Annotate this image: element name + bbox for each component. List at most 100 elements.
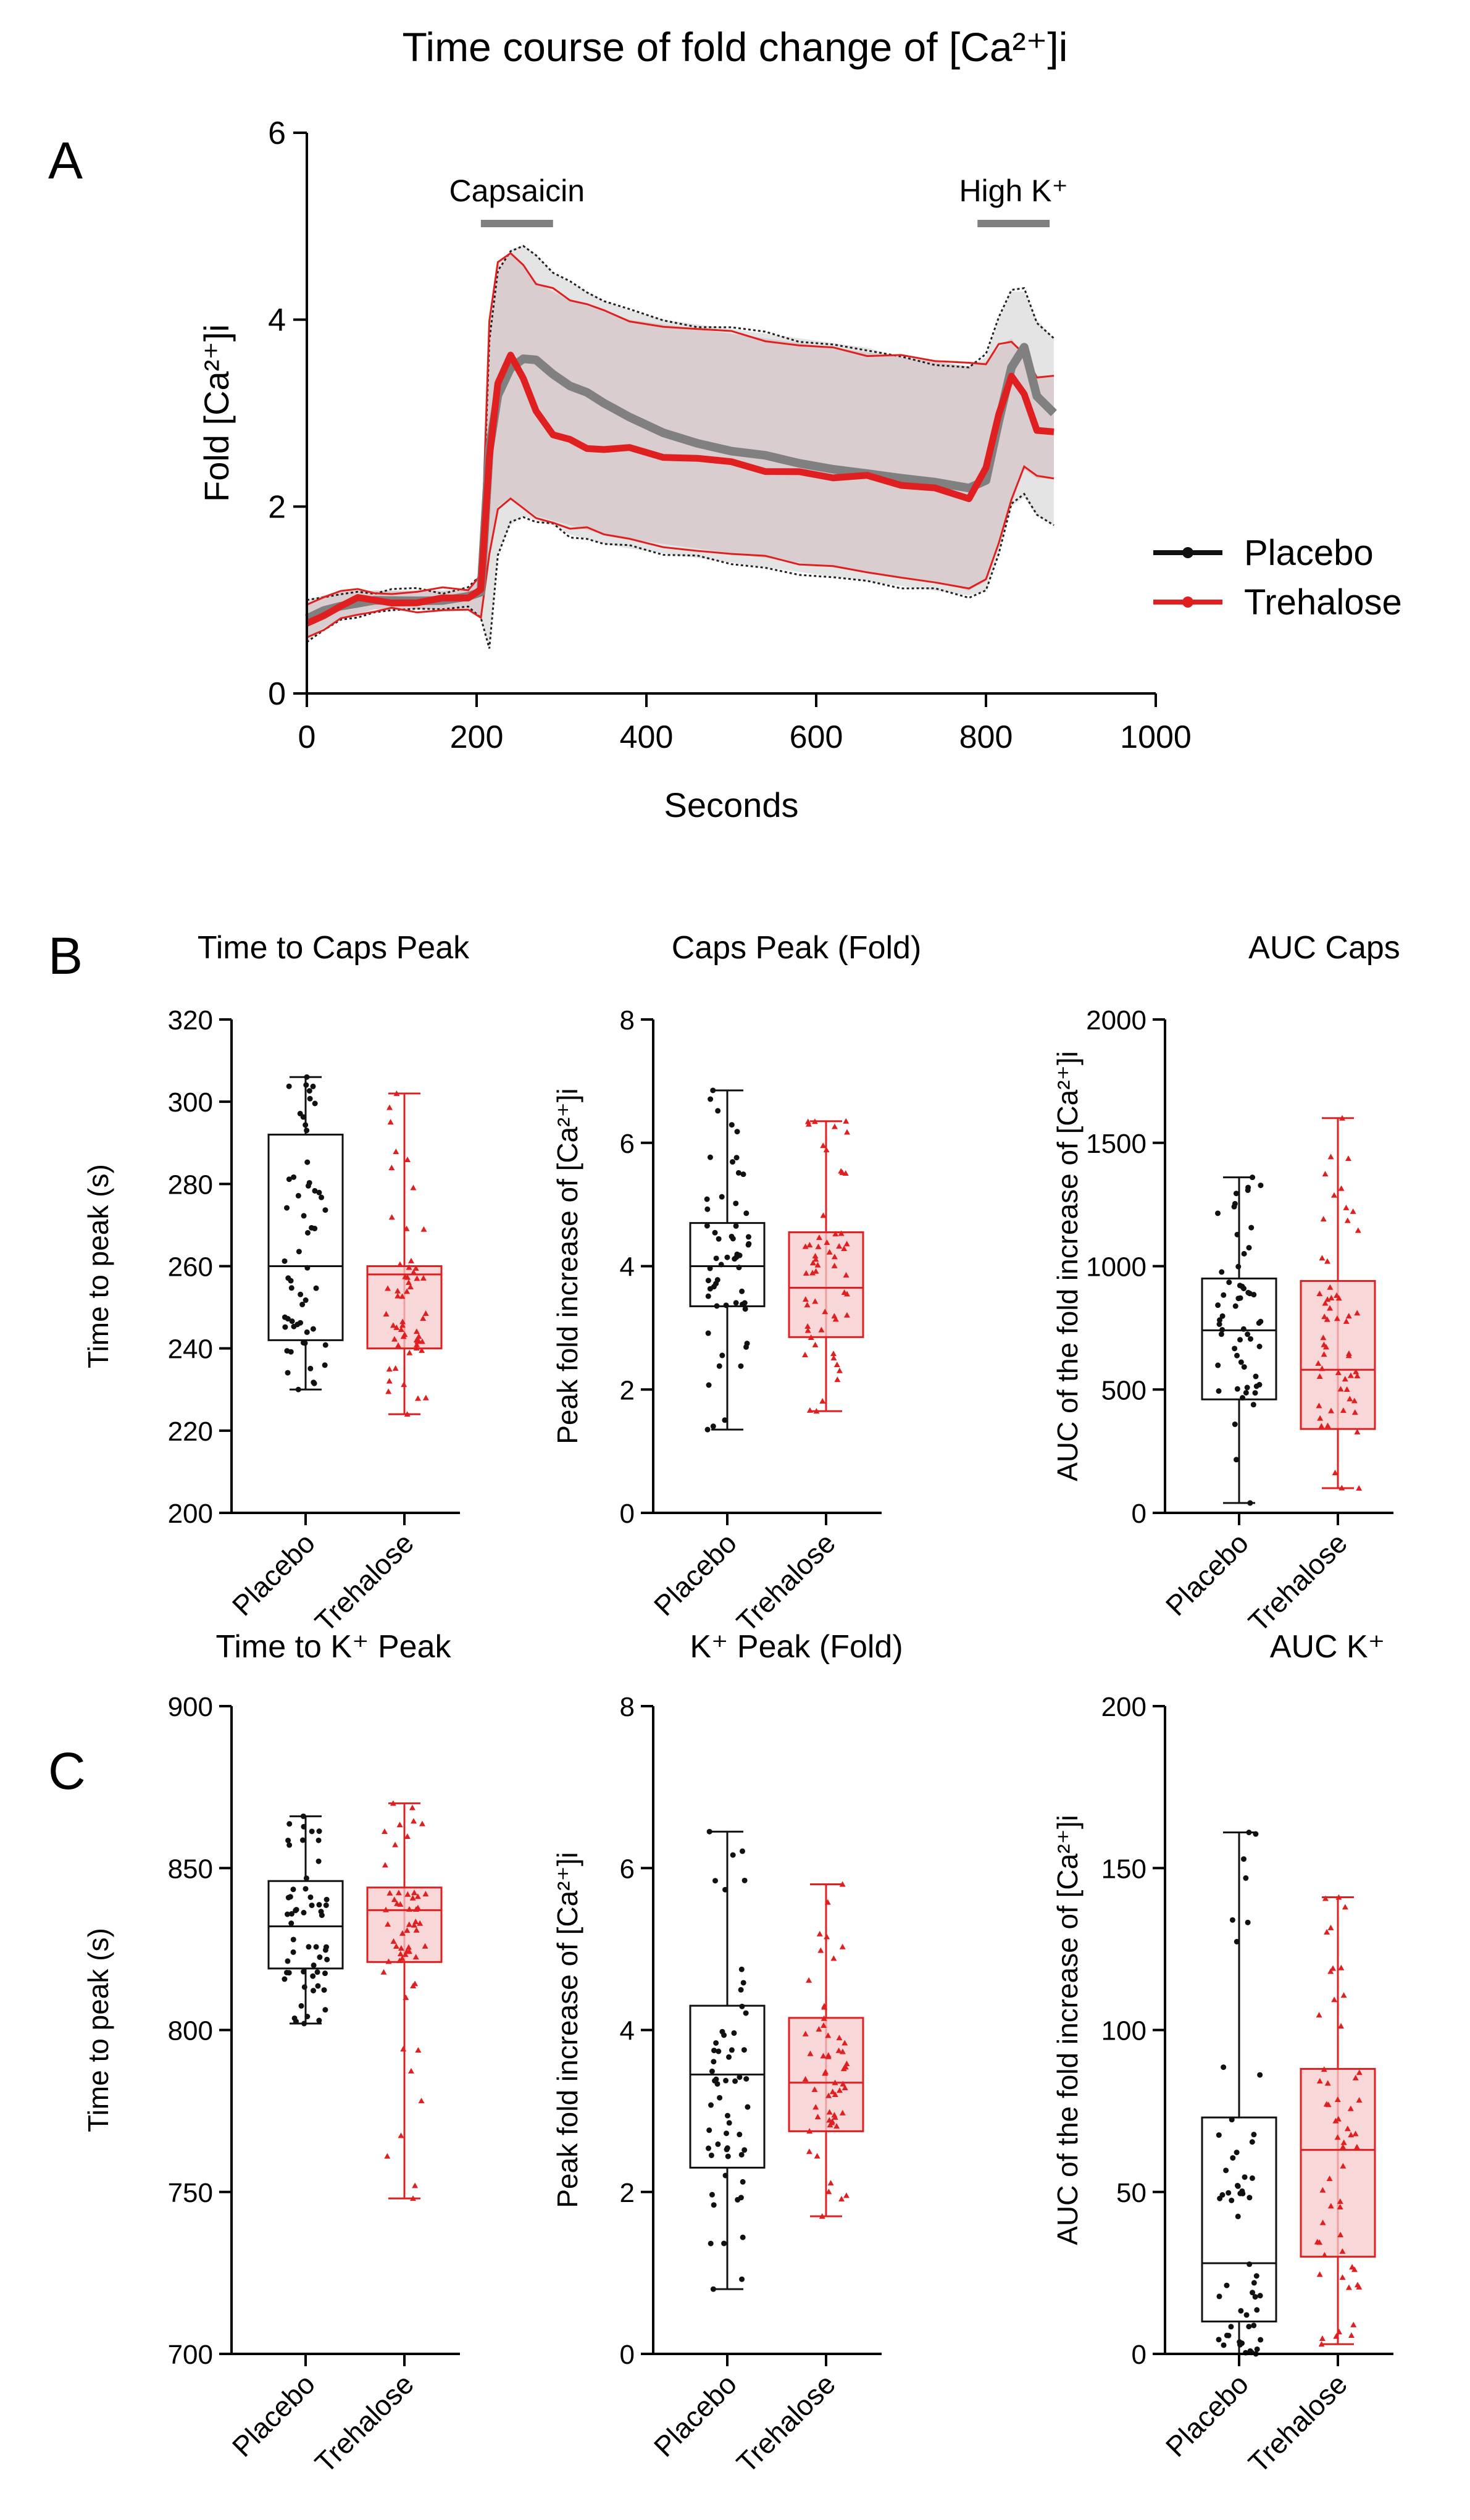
- data-point: [1327, 2203, 1334, 2209]
- placebo-upper-line: [306, 245, 1055, 601]
- data-point: [420, 1315, 427, 1321]
- data-point: [1249, 2175, 1255, 2181]
- data-point: [824, 1239, 830, 1245]
- data-point: [1320, 1334, 1327, 1341]
- data-point: [395, 1287, 401, 1294]
- data-point: [1230, 2155, 1236, 2161]
- data-point: [410, 1818, 417, 1824]
- data-point: [742, 1306, 748, 1312]
- y-tick-label: 6: [620, 1854, 635, 1884]
- data-point: [303, 1122, 309, 1128]
- data-point: [836, 2035, 843, 2041]
- data-point: [1327, 1968, 1334, 1974]
- legend-marker-placebo: [1182, 547, 1193, 558]
- data-point: [1231, 1203, 1237, 1210]
- data-point: [1335, 2116, 1342, 2122]
- data-point: [722, 2172, 729, 2179]
- data-point: [387, 1119, 394, 1125]
- data-point: [834, 1376, 841, 1383]
- data-point: [1226, 1279, 1232, 1286]
- data-point: [304, 1265, 311, 1271]
- data-point: [734, 1129, 740, 1135]
- data-point: [743, 1344, 750, 1350]
- data-point: [812, 2104, 819, 2110]
- box-iqr: [267, 1880, 344, 1970]
- box-trehalose: [366, 1800, 443, 2201]
- data-point: [718, 1262, 724, 1268]
- data-point: [1253, 1831, 1259, 1837]
- data-point: [1240, 1856, 1247, 1862]
- y-tick-label: 200: [168, 1499, 213, 1529]
- data-point: [1324, 1258, 1330, 1264]
- data-point: [838, 1230, 845, 1236]
- data-point: [1339, 1115, 1346, 1121]
- data-point: [805, 1121, 812, 1127]
- box-iqr: [1300, 1279, 1376, 1430]
- data-point: [705, 1330, 711, 1336]
- data-point: [1327, 1153, 1334, 1160]
- data-point: [404, 1891, 411, 1897]
- data-point: [397, 1951, 404, 1957]
- data-point: [1319, 2335, 1326, 2341]
- data-point: [840, 2080, 846, 2087]
- data-point: [730, 1852, 736, 1858]
- data-point: [382, 1862, 388, 1868]
- y-tick-label: 750: [168, 2178, 213, 2208]
- data-point: [282, 1976, 288, 1982]
- data-point: [404, 1411, 411, 1417]
- data-point: [386, 1890, 393, 1896]
- data-point: [406, 1948, 412, 1954]
- data-point: [322, 1362, 328, 1368]
- data-point: [410, 1184, 417, 1191]
- data-point: [1334, 1315, 1340, 1321]
- data-point: [1337, 2198, 1343, 2204]
- data-point: [386, 1104, 393, 1110]
- data-point: [312, 1187, 318, 1194]
- legend-label-placebo: Placebo: [1244, 533, 1374, 573]
- data-point: [1332, 2117, 1339, 2124]
- data-point: [414, 1395, 421, 1401]
- data-point: [1348, 2332, 1355, 2338]
- data-point: [315, 1858, 322, 1864]
- data-point: [1241, 1250, 1247, 1257]
- data-point: [1322, 1171, 1329, 1177]
- box-iqr: [689, 2004, 766, 2169]
- x-tick-label: 0: [298, 719, 316, 755]
- data-point: [1237, 1337, 1243, 1343]
- data-point: [841, 1245, 848, 1252]
- boxplot-c1: Time to K⁺ Peak 700 750 800 850 900 PlaceboTre…: [82, 1629, 460, 2479]
- y-tick-label: 300: [168, 1087, 213, 1118]
- data-point: [817, 1947, 824, 1953]
- data-point: [402, 1951, 409, 1957]
- x-tick-label: Placebo: [648, 1526, 743, 1622]
- data-point: [322, 1342, 328, 1348]
- data-point: [395, 1292, 401, 1299]
- data-point: [422, 1891, 429, 1897]
- x-tick-label: Trehalose: [309, 2367, 420, 2479]
- data-point: [412, 1980, 419, 1986]
- data-point: [291, 1174, 297, 1180]
- data-point: [835, 2047, 842, 2053]
- data-point: [706, 2127, 712, 2133]
- trehalose-sd-band: [307, 254, 1054, 638]
- x-tick-label: Placebo: [648, 2367, 743, 2463]
- data-point: [383, 1906, 390, 1912]
- data-point: [1316, 2078, 1323, 2084]
- data-point: [301, 1909, 307, 1915]
- box-trehalose: [1300, 1894, 1376, 2347]
- data-point: [1322, 1895, 1329, 1901]
- data-point: [721, 2240, 727, 2246]
- data-point: [304, 1128, 310, 1134]
- data-point: [407, 1284, 414, 1290]
- data-point: [721, 2032, 727, 2038]
- data-point: [821, 2004, 828, 2010]
- box-iqr: [267, 1133, 344, 1341]
- data-point: [420, 1275, 427, 1281]
- data-point: [1321, 2251, 1328, 2258]
- box-trehalose: [788, 1118, 864, 1414]
- data-point: [1337, 1386, 1344, 1392]
- y-tick-label: 50: [1116, 2178, 1146, 2208]
